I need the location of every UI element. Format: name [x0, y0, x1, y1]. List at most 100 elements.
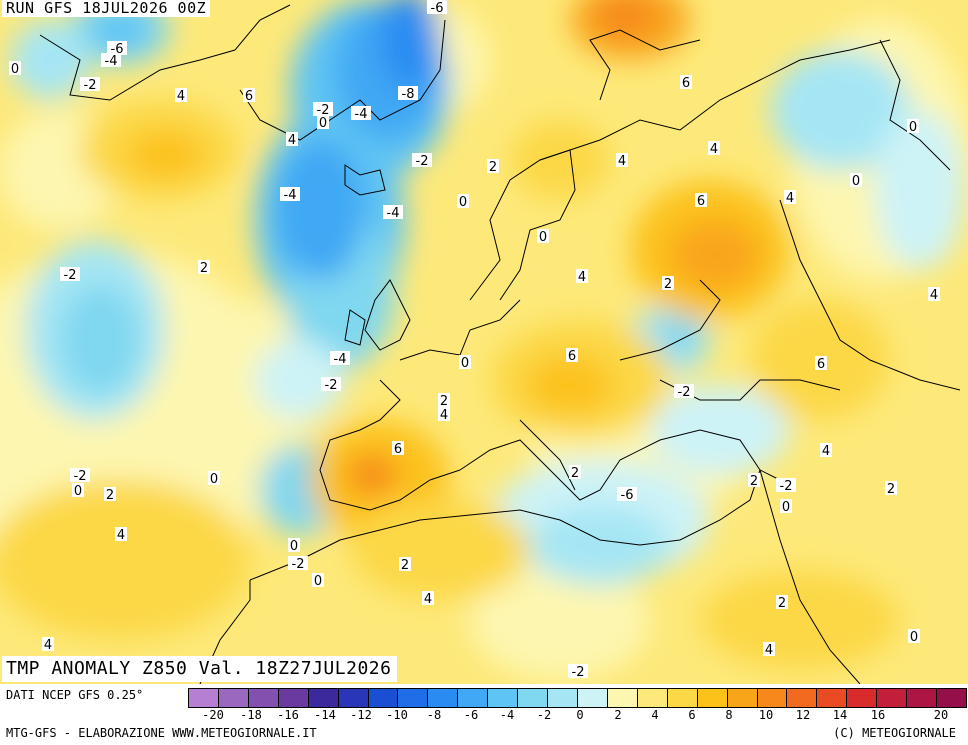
anomaly-value-text: 2	[200, 261, 208, 276]
anomaly-value-label: 2	[662, 276, 674, 292]
colorbar-tick-label: 20	[933, 708, 949, 722]
colorbar-tick-label: 0	[576, 708, 584, 722]
anomaly-value-label: 4	[576, 269, 588, 285]
anomaly-value-text: -2	[780, 479, 793, 494]
anomaly-value-label: 0	[288, 538, 300, 554]
colorbar-cell	[757, 689, 788, 707]
anomaly-value-label: -2	[70, 468, 90, 484]
anomaly-field	[0, 0, 968, 680]
anomaly-value-text: 2	[571, 466, 579, 481]
anomaly-value-label: 4	[42, 637, 54, 653]
colorbar-cell	[278, 689, 309, 707]
anomaly-value-label: -4	[280, 187, 300, 203]
anomaly-value-text: -2	[64, 268, 77, 283]
anomaly-value-label: 4	[422, 591, 434, 607]
anomaly-value-label: -2	[674, 384, 694, 400]
colorbar-tick-label: -6	[463, 708, 479, 722]
anomaly-value-text: 4	[930, 288, 938, 303]
anomaly-value-label: -4	[351, 106, 371, 122]
anomaly-value-label: 0	[780, 499, 792, 515]
anomaly-value-text: 2	[401, 558, 409, 573]
colorbar-tick-label: 16	[870, 708, 886, 722]
anomaly-value-text: -6	[621, 488, 634, 503]
colorbar-tick-label: 6	[688, 708, 696, 722]
anomaly-value-text: 4	[786, 191, 794, 206]
anomaly-value-label: -2	[288, 556, 308, 572]
anomaly-value-text: 0	[11, 62, 19, 77]
map-title: TMP ANOMALY Z850 Val. 18Z27JUL2026	[2, 656, 398, 682]
anomaly-value-label: 2	[748, 473, 760, 489]
anomaly-value-label: 0	[459, 355, 471, 371]
anomaly-value-text: 0	[461, 356, 469, 371]
anomaly-value-text: 2	[489, 160, 497, 175]
anomaly-value-label: 4	[784, 190, 796, 206]
anomaly-value-text: -4	[334, 352, 347, 367]
anomaly-value-label: 4	[708, 141, 720, 157]
anomaly-value-text: 4	[44, 638, 52, 653]
anomaly-value-text: 4	[440, 408, 448, 423]
anomaly-value-label: 6	[680, 75, 692, 91]
anomaly-value-label: 0	[72, 483, 84, 499]
colorbar-cell	[847, 689, 878, 707]
anomaly-value-label: 0	[312, 573, 324, 589]
anomaly-value-text: 4	[578, 270, 586, 285]
colorbar-cell	[518, 689, 549, 707]
colorbar-tick-label: -8	[426, 708, 442, 722]
colorbar-tick-label: 10	[758, 708, 774, 722]
anomaly-value-text: 6	[245, 89, 253, 104]
anomaly-value-text: -2	[572, 665, 585, 680]
colorbar-tick-label: 8	[725, 708, 733, 722]
anomaly-value-label: 2	[885, 481, 897, 497]
anomaly-value-text: 6	[817, 357, 825, 372]
colorbar-cell	[817, 689, 848, 707]
anomaly-value-label: 6	[243, 88, 255, 104]
anomaly-value-text: 2	[440, 394, 448, 409]
colorbar-tick-label: 4	[651, 708, 659, 722]
anomaly-value-label: 6	[566, 348, 578, 364]
colorbar-cell	[338, 689, 369, 707]
anomaly-value-text: 4	[618, 154, 626, 169]
colorbar-cell	[607, 689, 638, 707]
anomaly-value-text: 0	[319, 116, 327, 131]
anomaly-value-text: -2	[325, 378, 338, 393]
anomaly-value-label: 4	[115, 527, 127, 543]
anomaly-value-label: 2	[198, 260, 210, 276]
anomaly-value-label: -2	[60, 267, 80, 283]
anomaly-value-label: 6	[392, 441, 404, 457]
colorbar-cell	[577, 689, 608, 707]
anomaly-value-label: -2	[313, 102, 333, 118]
anomaly-value-text: -4	[387, 206, 400, 221]
colorbar-tick-label: -16	[277, 708, 299, 722]
anomaly-value-text: 6	[697, 194, 705, 209]
anomaly-value-text: 4	[765, 643, 773, 658]
colorbar-cell	[248, 689, 279, 707]
credit-left: MTG-GFS - ELABORAZIONE WWW.METEOGIORNALE…	[6, 726, 317, 740]
anomaly-value-label: 0	[850, 173, 862, 189]
anomaly-value-label: 6	[815, 356, 827, 372]
anomaly-value-label: -2	[80, 77, 100, 93]
anomaly-value-text: 2	[750, 474, 758, 489]
anomaly-value-text: -8	[402, 87, 415, 102]
anomaly-value-label: 2	[104, 487, 116, 503]
anomaly-value-text: -4	[355, 107, 368, 122]
anomaly-value-label: 0	[457, 194, 469, 210]
anomaly-value-text: -4	[105, 54, 118, 69]
anomaly-value-label: 0	[908, 629, 920, 645]
anomaly-value-text: 0	[290, 539, 298, 554]
anomaly-value-label: 0	[537, 229, 549, 245]
anomaly-value-label: 6	[695, 193, 707, 209]
anomaly-value-label: 4	[286, 132, 298, 148]
anomaly-value-label: -2	[776, 478, 796, 494]
anomaly-value-label: 0	[208, 471, 220, 487]
anomaly-value-text: 4	[117, 528, 125, 543]
anomaly-value-label: 2	[399, 557, 411, 573]
anomaly-value-label: 2	[438, 393, 450, 409]
anomaly-value-label: 4	[820, 443, 832, 459]
colorbar-tick-label: -12	[350, 708, 372, 722]
anomaly-value-label: -2	[321, 377, 341, 393]
anomaly-value-label: 2	[776, 595, 788, 611]
colorbar-cell	[787, 689, 818, 707]
colorbar-cell	[727, 689, 758, 707]
anomaly-value-text: 0	[910, 630, 918, 645]
